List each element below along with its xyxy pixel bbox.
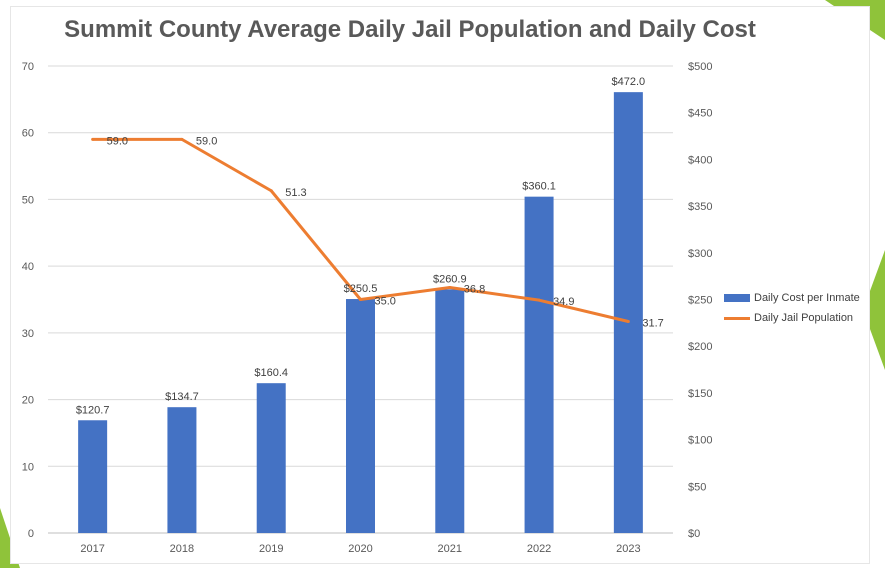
legend: Daily Cost per Inmate Daily Jail Populat… [724, 288, 860, 328]
line-data-label: 31.7 [642, 318, 663, 330]
y-right-tick-label: $450 [688, 108, 712, 120]
line-point [180, 137, 184, 141]
line-point [269, 189, 273, 193]
y-right-tick-label: $350 [688, 201, 712, 213]
line-data-label: 34.9 [553, 296, 574, 308]
x-tick-label: 2020 [348, 543, 372, 555]
line-point [359, 298, 362, 301]
x-tick-label: 2019 [259, 543, 283, 555]
bar [613, 92, 643, 533]
y-left-tick-label: 20 [22, 395, 34, 407]
y-right-tick-label: $300 [688, 248, 712, 260]
y-right-tick-label: $100 [688, 435, 712, 447]
legend-item-population: Daily Jail Population [724, 308, 860, 328]
line-data-label: 36.8 [464, 283, 485, 295]
line-data-label: 35.0 [375, 296, 396, 308]
y-left-tick-label: 50 [22, 194, 34, 206]
bar-data-label: $250.5 [344, 283, 378, 295]
y-left-tick-label: 30 [22, 328, 34, 340]
y-left-tick-label: 0 [28, 528, 34, 540]
bar [78, 420, 108, 533]
y-right-tick-label: $150 [688, 388, 712, 400]
x-tick-label: 2023 [616, 543, 640, 555]
x-tick-label: 2021 [438, 543, 462, 555]
data-labels: $120.7 $134.7 $160.4 $250.5 $260.9 $360.1 $472… [76, 76, 664, 416]
legend-swatch-population [724, 316, 750, 320]
legend-label-cost: Daily Cost per Inmate [754, 292, 860, 304]
line-point [91, 137, 95, 141]
bar [167, 407, 197, 533]
bar [435, 289, 465, 533]
line-data-label: 59.0 [196, 135, 217, 147]
bar-data-label: $160.4 [254, 367, 288, 379]
line-point [626, 320, 630, 324]
y-left-tick-label: 40 [22, 261, 34, 273]
x-tick-label: 2022 [527, 543, 551, 555]
bar [346, 299, 375, 533]
x-tick-label: 2017 [80, 543, 104, 555]
line-data-label: 51.3 [285, 187, 306, 199]
line-series [91, 137, 630, 324]
y-left-tick-label: 60 [22, 128, 34, 140]
legend-label-population: Daily Jail Population [754, 312, 854, 324]
y-right-tick-label: $50 [688, 481, 706, 493]
bar-data-label: $260.9 [433, 273, 467, 285]
y-right-tick-label: $0 [688, 528, 700, 540]
bar [256, 383, 286, 533]
x-tick-label: 2018 [170, 543, 194, 555]
y-right-tick-label: $200 [688, 341, 712, 353]
line-point [537, 298, 541, 302]
line-point [448, 285, 452, 289]
legend-item-cost: Daily Cost per Inmate [724, 288, 860, 308]
bar-data-label: $134.7 [165, 391, 199, 403]
bar-data-label: $120.7 [76, 404, 110, 416]
legend-swatch-cost [724, 294, 750, 302]
chart-title: Summit County Average Daily Jail Populat… [64, 16, 756, 43]
y-left-tick-label: 10 [22, 461, 34, 473]
bar [524, 196, 554, 533]
y-right-tick-label: $500 [688, 61, 712, 73]
bar-series [78, 92, 643, 533]
bar-data-label: $360.1 [522, 181, 556, 193]
y-right-tick-label: $250 [688, 295, 712, 307]
axes: 0 10 20 30 40 50 60 70 $0 $50 $100 $150 $200 $250 $300… [22, 61, 713, 555]
y-right-tick-label: $400 [688, 154, 712, 166]
line-data-label: 59.0 [107, 135, 128, 147]
y-left-tick-label: 70 [22, 61, 34, 73]
bar-data-label: $472.0 [612, 76, 646, 88]
